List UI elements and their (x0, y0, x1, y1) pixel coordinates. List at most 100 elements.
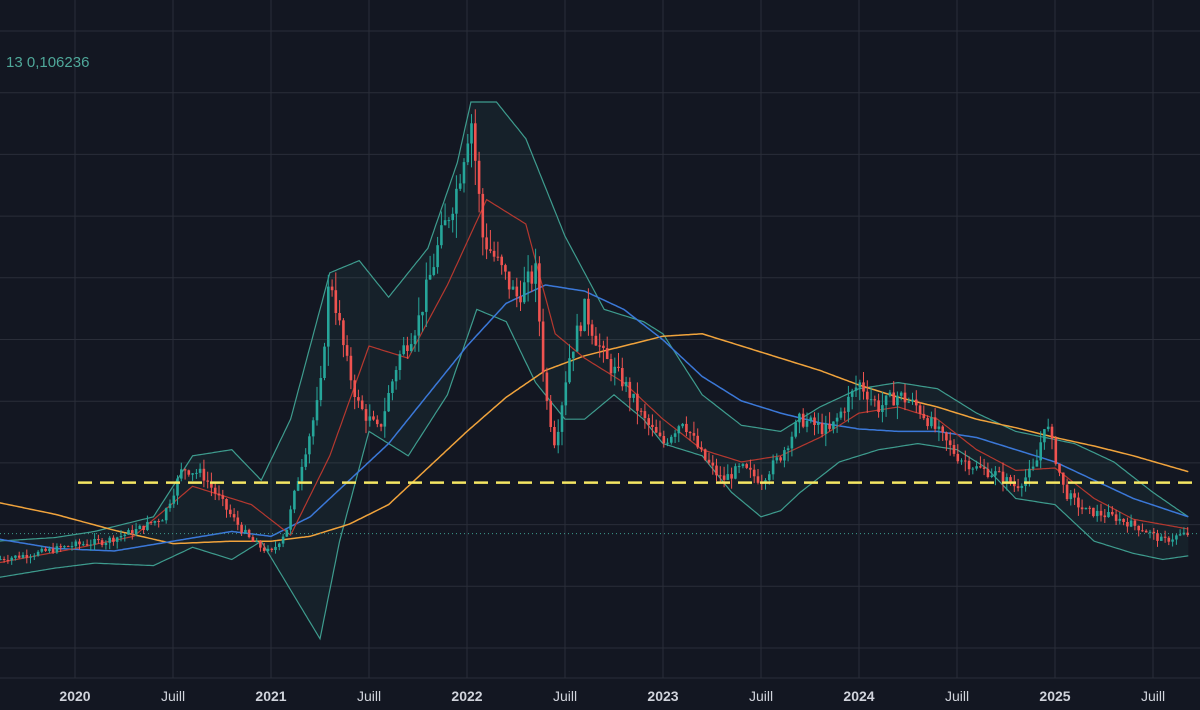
candle-body (29, 556, 32, 558)
candle-body (862, 382, 865, 392)
candle-body (937, 426, 941, 429)
candle-body (504, 265, 507, 272)
candle-body (903, 392, 907, 403)
candle-body (1069, 493, 1073, 500)
candle-body (1054, 438, 1058, 464)
ma-mid-line (0, 284, 1189, 552)
candle-body (794, 422, 797, 437)
candle-body (624, 381, 628, 387)
candle-body (507, 271, 511, 290)
candle-body (108, 537, 111, 543)
candle-body (443, 220, 447, 226)
candle-body (1137, 525, 1140, 531)
x-axis: 2020 Juill 2021 Juill 2022 Juill 2023 Juill 2024… (59, 688, 1165, 704)
candle-body (481, 193, 485, 238)
candle-body (952, 445, 956, 454)
band-fill (0, 102, 1189, 639)
candle-body (413, 335, 417, 344)
candle-body (990, 475, 993, 477)
candle-body (896, 395, 899, 406)
candle-body (737, 466, 741, 468)
candle-body (817, 423, 820, 425)
candle-body (308, 436, 311, 455)
candle-body (66, 546, 70, 548)
candle-body (647, 418, 650, 425)
candle-body (485, 237, 488, 250)
candle-body (839, 411, 843, 418)
candle-body (602, 345, 605, 348)
candle-body (545, 372, 549, 401)
candle-body (274, 546, 277, 550)
candle-body (948, 440, 952, 446)
candle-body (391, 381, 394, 393)
candle-body (176, 478, 179, 496)
candle-body (232, 514, 236, 518)
candle-body (1156, 533, 1159, 541)
candle-body (428, 274, 432, 280)
candle-body (112, 537, 115, 542)
candle-body (971, 468, 975, 470)
candle-body (1062, 472, 1065, 485)
candle-body (587, 298, 590, 325)
candle-body (40, 548, 44, 552)
candle-body (869, 399, 873, 401)
candle-body (613, 366, 617, 374)
candle-body (89, 544, 93, 546)
candle-body (247, 529, 251, 538)
x-tick-label: Juill (553, 688, 577, 704)
candle-body (477, 160, 481, 194)
candle-body (673, 433, 677, 437)
candle-body (801, 413, 805, 427)
candle-body (1073, 493, 1076, 498)
candle-body (349, 355, 353, 381)
candle-body (824, 423, 828, 434)
candle-body (262, 547, 266, 551)
candle-body (651, 424, 654, 427)
candle-body (1039, 442, 1042, 461)
candle-body (82, 544, 85, 546)
x-tick-label: 2020 (59, 688, 90, 704)
candle-body (1016, 486, 1020, 489)
candle-body (470, 123, 473, 144)
candle-body (17, 555, 21, 558)
candle-body (775, 457, 779, 461)
candle-body (915, 399, 918, 406)
candle-body (251, 537, 255, 542)
candle-body (383, 411, 387, 427)
candle-body (1141, 530, 1144, 532)
candle-body (458, 183, 462, 189)
candle-body (1107, 512, 1110, 518)
candle-body (345, 345, 349, 356)
candle-body (888, 392, 892, 396)
candle-body (368, 416, 372, 421)
candle-body (462, 162, 466, 184)
candle-body (1009, 477, 1012, 484)
candlesticks (0, 109, 1189, 565)
candle-body (692, 433, 696, 436)
candle-body (1133, 520, 1137, 526)
candle-body (813, 417, 816, 425)
candle-body (489, 249, 492, 251)
candle-body (357, 397, 360, 401)
candle-body (530, 271, 534, 284)
candle-body (10, 557, 13, 561)
candle-body (549, 400, 552, 427)
candle-body (685, 423, 688, 432)
ma-fast-line (0, 198, 1189, 564)
candle-body (1103, 515, 1107, 518)
candle-body (994, 471, 997, 476)
candle-body (1001, 471, 1005, 483)
candle-body (323, 346, 326, 378)
candle-body (820, 423, 824, 434)
candle-body (63, 546, 66, 548)
levels (0, 481, 1200, 535)
candle-body (594, 335, 598, 346)
candle-body (786, 448, 790, 451)
candle-body (44, 548, 47, 551)
candle-body (59, 546, 62, 548)
candle-body (621, 368, 624, 387)
candle-body (703, 449, 707, 460)
candle-body (221, 495, 225, 499)
candle-body (240, 524, 243, 533)
